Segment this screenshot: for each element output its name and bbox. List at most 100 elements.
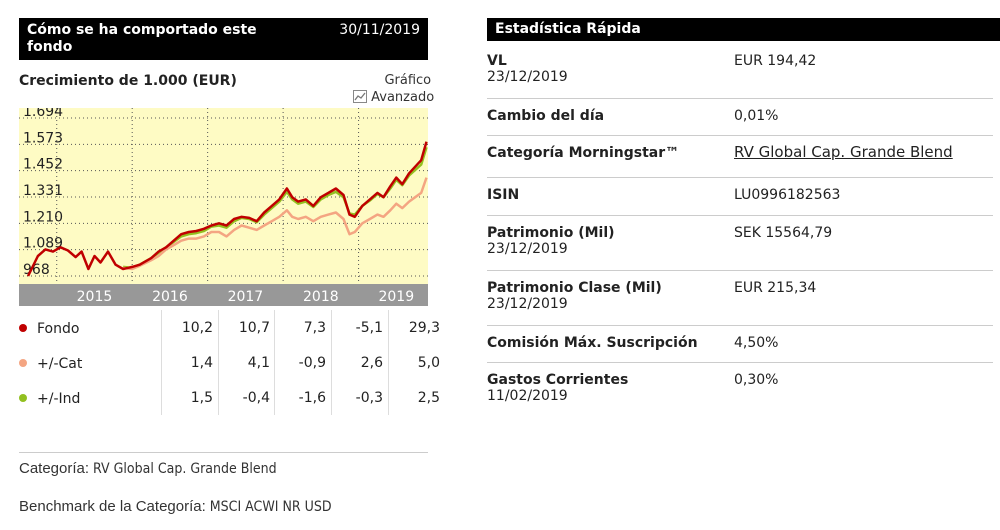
legend-label: Fondo xyxy=(37,321,80,337)
stat-label-block: Cambio del día xyxy=(487,108,604,124)
legend-dot-icon xyxy=(19,394,27,402)
stat-label-block: Patrimonio (Mil) 23/12/2019 xyxy=(487,225,615,257)
stat-date: 23/12/2019 xyxy=(487,241,568,257)
stat-row: Gastos Corrientes 11/02/2019 0,30% xyxy=(487,372,993,418)
stat-label: VL xyxy=(487,53,507,69)
advanced-chart-link[interactable]: Gráfico Avanzado xyxy=(353,72,435,106)
stat-label-block: Comisión Máx. Suscripción xyxy=(487,335,698,351)
y-tick-label: 1.694 xyxy=(23,108,63,120)
stat-row: ISIN LU0996182563 xyxy=(487,187,993,216)
legend-label: +/-Cat xyxy=(37,356,83,372)
series-line-cat xyxy=(122,177,428,271)
performance-header-title: Cómo se ha comportado este fondo xyxy=(27,22,257,55)
performance-value: 7,3 xyxy=(303,320,326,336)
y-tick-label: 1.573 xyxy=(23,130,63,146)
stat-label-block: ISIN xyxy=(487,187,519,203)
chart-line-icon xyxy=(353,90,367,105)
advanced-chart-label: Gráfico Avanzado xyxy=(371,73,435,105)
column-divider xyxy=(388,310,389,345)
stat-label: Gastos Corrientes xyxy=(487,372,629,388)
quick-stats-title: Estadística Rápida xyxy=(495,21,641,37)
column-divider xyxy=(388,380,389,415)
stat-row: Patrimonio Clase (Mil) 23/12/2019 EUR 215,… xyxy=(487,280,993,326)
stat-label: Patrimonio (Mil) xyxy=(487,225,615,241)
x-tick-label: 2017 xyxy=(228,289,264,305)
performance-value: 4,1 xyxy=(247,355,270,371)
y-tick-label: 1.089 xyxy=(23,236,63,252)
legend-dot-icon xyxy=(19,324,27,332)
benchmark-line: Benchmark de la Categoría: MSCI ACWI NR … xyxy=(19,498,332,515)
y-tick-label: 1.210 xyxy=(23,209,63,225)
stat-value: 4,50% xyxy=(734,335,779,351)
category-label: Categoría: xyxy=(19,460,90,477)
stat-date: 23/12/2019 xyxy=(487,296,568,312)
stat-value: 0,30% xyxy=(734,372,779,388)
stat-value: EUR 194,42 xyxy=(734,53,817,69)
column-divider xyxy=(331,345,332,380)
column-divider xyxy=(161,345,162,380)
stat-label: Comisión Máx. Suscripción xyxy=(487,335,698,351)
performance-value: -0,4 xyxy=(242,390,270,406)
column-divider xyxy=(218,345,219,380)
legend-dot-icon xyxy=(19,359,27,367)
y-tick-label: 1.331 xyxy=(23,183,63,199)
performance-value: 10,2 xyxy=(181,320,213,336)
column-divider xyxy=(218,310,219,345)
stat-value: EUR 215,34 xyxy=(734,280,817,296)
stat-label: Patrimonio Clase (Mil) xyxy=(487,280,662,296)
performance-value: -0,3 xyxy=(355,390,383,406)
performance-value: 2,5 xyxy=(417,390,440,406)
stat-value: LU0996182563 xyxy=(734,187,841,203)
stat-label-block: Gastos Corrientes 11/02/2019 xyxy=(487,372,628,404)
stat-row: Cambio del día 0,01% xyxy=(487,108,993,136)
morningstar-category-link[interactable]: RV Global Cap. Grande Blend xyxy=(734,143,953,161)
column-divider xyxy=(331,310,332,345)
quick-stats-header: Estadística Rápida xyxy=(487,18,1000,41)
chart-subtitle: Crecimiento de 1.000 (EUR) xyxy=(19,73,237,89)
stat-row: Categoría Morningstar™ RV Global Cap. Gra… xyxy=(487,143,993,178)
performance-row: Fondo 10,2 10,7 7,3 -5,1 29,3 xyxy=(19,310,440,345)
y-tick-label: 1.452 xyxy=(23,157,63,173)
stat-date: 11/02/2019 xyxy=(487,388,568,404)
y-tick-label: 968 xyxy=(23,262,50,278)
performance-value: 1,4 xyxy=(190,355,213,371)
performance-value: 1,5 xyxy=(190,390,213,406)
column-divider xyxy=(331,380,332,415)
stat-label-block: Patrimonio Clase (Mil) 23/12/2019 xyxy=(487,280,662,312)
series-line-fondo xyxy=(26,141,428,277)
stat-label: Cambio del día xyxy=(487,108,605,124)
benchmark-label: Benchmark de la Categoría: xyxy=(19,498,206,515)
performance-value: 2,6 xyxy=(360,355,383,371)
category-line: Categoría: RV Global Cap. Grande Blend xyxy=(19,460,277,477)
x-axis-band xyxy=(19,284,428,306)
x-tick-label: 2019 xyxy=(378,289,414,305)
stat-label-block: VL 23/12/2019 xyxy=(487,53,568,85)
performance-row-label: Fondo xyxy=(19,321,79,337)
column-divider xyxy=(274,345,275,380)
column-divider xyxy=(388,345,389,380)
x-tick-label: 2015 xyxy=(77,289,113,305)
performance-value: 29,3 xyxy=(408,320,440,336)
performance-row-label: +/-Cat xyxy=(19,356,82,372)
category-value: RV Global Cap. Grande Blend xyxy=(93,461,277,477)
performance-row: +/-Cat 1,4 4,1 -0,9 2,6 5,0 xyxy=(19,345,440,380)
stat-label: Categoría Morningstar™ xyxy=(487,145,680,161)
performance-row-label: +/-Ind xyxy=(19,391,80,407)
performance-header: Cómo se ha comportado este fondo 30/11/2… xyxy=(19,18,428,60)
divider xyxy=(19,452,428,453)
stat-value: SEK 15564,79 xyxy=(734,225,833,241)
performance-value: 10,7 xyxy=(238,320,270,336)
column-divider xyxy=(274,380,275,415)
plot-area xyxy=(19,108,428,284)
performance-value: -0,9 xyxy=(298,355,326,371)
x-tick-label: 2016 xyxy=(152,289,188,305)
performance-row: +/-Ind 1,5 -0,4 -1,6 -0,3 2,5 xyxy=(19,380,440,415)
stat-label: ISIN xyxy=(487,187,520,203)
performance-value: 5,0 xyxy=(417,355,440,371)
x-tick-label: 2018 xyxy=(303,289,339,305)
stat-label-block: Categoría Morningstar™ xyxy=(487,145,679,161)
stat-row: Patrimonio (Mil) 23/12/2019 SEK 15564,79 xyxy=(487,225,993,271)
stat-value: 0,01% xyxy=(734,108,779,124)
stat-date: 23/12/2019 xyxy=(487,69,568,85)
column-divider xyxy=(218,380,219,415)
